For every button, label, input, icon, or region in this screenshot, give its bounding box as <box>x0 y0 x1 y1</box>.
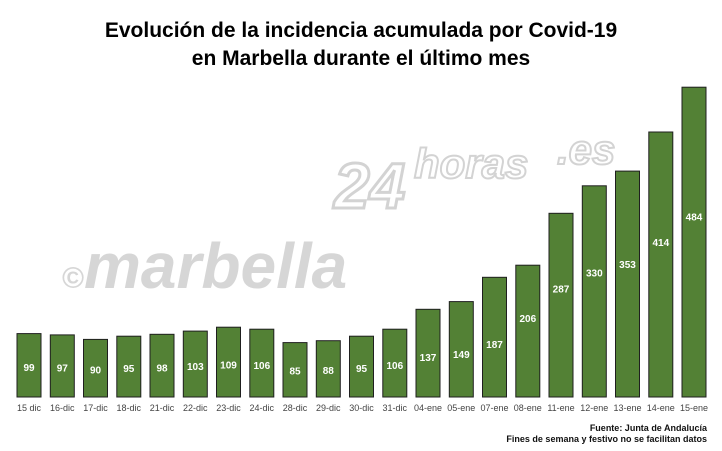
value-label-15-ene: 484 <box>686 212 703 223</box>
watermark-marbella: marbella <box>84 230 347 302</box>
bar-15-ene <box>681 86 707 398</box>
bar-21-dic <box>149 333 175 398</box>
bars-layer <box>16 86 707 398</box>
bar-22-dic <box>182 330 208 398</box>
bar-15 dic <box>16 333 42 398</box>
bar-14-ene <box>648 131 674 398</box>
x-tick-12-ene: 12-ene <box>580 403 608 413</box>
bar-04-ene <box>415 308 441 398</box>
x-axis-tick-labels: 15 dic 16-dic 17-dic 18-dic 21-dic 22-dic 23-d… <box>17 403 708 413</box>
x-tick-30-dic: 30-dic <box>349 403 374 413</box>
x-tick-18-dic: 18-dic <box>117 403 142 413</box>
x-tick-15-ene: 15-ene <box>680 403 708 413</box>
watermark-24: 24 <box>333 150 405 222</box>
x-tick-17-dic: 17-dic <box>83 403 108 413</box>
value-label-16-dic: 97 <box>57 364 69 375</box>
x-tick-31-dic: 31-dic <box>383 403 408 413</box>
bar-11-ene <box>548 212 574 398</box>
value-label-23-dic: 109 <box>220 360 237 371</box>
value-label-31-dic: 106 <box>386 361 403 372</box>
bar-18-dic <box>116 335 142 398</box>
value-label-28-dic: 85 <box>289 367 301 378</box>
x-tick-04-ene: 04-ene <box>414 403 442 413</box>
x-tick-28-dic: 28-dic <box>283 403 308 413</box>
watermark: © marbella 24 horas .es <box>62 125 616 302</box>
value-label-29-dic: 88 <box>323 366 335 377</box>
value-label-21-dic: 98 <box>156 363 168 374</box>
watermark-dot-es: .es <box>557 126 615 173</box>
data-availability-note: Fines de semana y festivo no se facilita… <box>506 434 707 444</box>
value-label-13-ene: 353 <box>619 260 636 271</box>
x-tick-14-ene: 14-ene <box>647 403 675 413</box>
chart-title-line-2: en Marbella durante el último mes <box>192 47 530 70</box>
x-tick-08-ene: 08-ene <box>514 403 542 413</box>
bar-13-ene <box>615 170 640 398</box>
bar-29-dic <box>315 340 341 398</box>
value-label-15 dic: 99 <box>23 363 35 374</box>
chart-title-line-1: Evolución de la incidencia acumulada por… <box>105 19 617 42</box>
x-tick-23-dic: 23-dic <box>216 403 241 413</box>
bar-17-dic <box>83 338 108 398</box>
x-tick-05-ene: 05-ene <box>447 403 475 413</box>
watermark-copyright: © <box>62 262 84 295</box>
value-label-17-dic: 90 <box>90 365 102 376</box>
value-label-18-dic: 95 <box>123 364 135 375</box>
value-label-24-dic: 106 <box>253 361 270 372</box>
value-label-05-ene: 149 <box>453 350 470 361</box>
x-tick-21-dic: 21-dic <box>150 403 175 413</box>
bar-12-ene <box>581 185 607 398</box>
value-label-08-ene: 206 <box>519 314 536 325</box>
watermark-horas: horas <box>414 140 528 187</box>
bar-30-dic <box>349 335 374 398</box>
value-label-30-dic: 95 <box>356 364 368 375</box>
bar-07-ene <box>482 276 507 398</box>
x-tick-15 dic: 15 dic <box>17 403 42 413</box>
bar-05-ene <box>448 301 474 398</box>
value-label-22-dic: 103 <box>187 362 204 373</box>
bar-23-dic <box>216 326 241 398</box>
x-tick-24-dic: 24-dic <box>250 403 275 413</box>
value-label-11-ene: 287 <box>553 284 570 295</box>
value-label-14-ene: 414 <box>652 238 669 249</box>
value-label-12-ene: 330 <box>586 269 603 280</box>
x-tick-29-dic: 29-dic <box>316 403 341 413</box>
value-label-07-ene: 187 <box>486 340 503 351</box>
x-tick-07-ene: 07-ene <box>480 403 508 413</box>
bar-08-ene <box>515 264 541 398</box>
source-note: Fuente: Junta de Andalucía <box>590 423 708 433</box>
bar-24-dic <box>249 328 275 398</box>
bar-31-dic <box>382 328 408 398</box>
x-tick-11-ene: 11-ene <box>547 403 574 413</box>
value-labels-layer: 99 97 90 95 98 103 109 106 85 88 95 106 137 149 187 206… <box>23 212 702 377</box>
x-tick-22-dic: 22-dic <box>183 403 208 413</box>
x-tick-16-dic: 16-dic <box>50 403 75 413</box>
value-label-04-ene: 137 <box>420 353 437 364</box>
bar-16-dic <box>49 334 75 398</box>
x-tick-13-ene: 13-ene <box>613 403 641 413</box>
bar-28-dic <box>282 342 308 398</box>
